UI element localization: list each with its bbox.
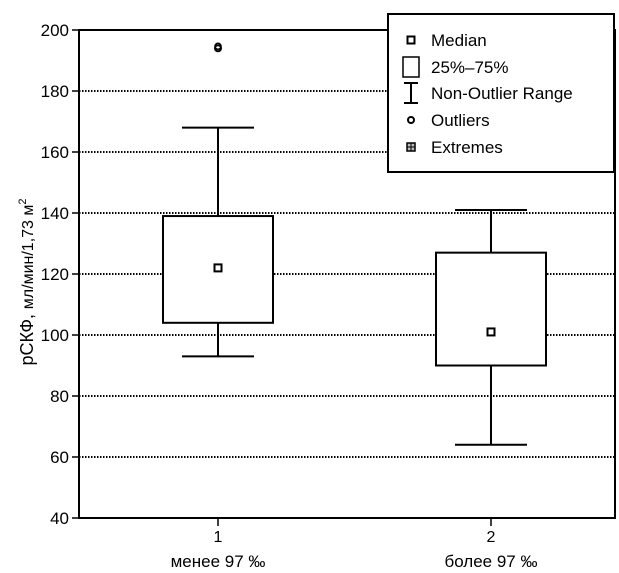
legend-outlier-icon: [407, 116, 415, 124]
y-axis: 40 60 80 100 120 140 160 180 200: [41, 21, 79, 528]
x-axis: 1 менее 97 ‰ 2 более 97 ‰: [171, 518, 538, 571]
y-tick-label: 140: [41, 204, 69, 223]
legend-box: [387, 13, 615, 173]
box-1: [162, 42, 274, 358]
median-marker: [213, 263, 223, 273]
legend-label: Median: [431, 31, 487, 50]
box-series: [162, 42, 547, 446]
legend-median-icon: [406, 35, 416, 45]
y-tick-label: 160: [41, 143, 69, 162]
y-axis-label: рСКФ, мл/мин/1,73 м2: [17, 198, 37, 365]
x-category-label: более 97 ‰: [444, 552, 537, 571]
y-axis-label-superscript: 2: [17, 198, 29, 204]
y-tick-label: 60: [50, 448, 69, 467]
outlier-point: [214, 42, 222, 51]
y-tick-label: 80: [50, 387, 69, 406]
y-tick-label: 180: [41, 82, 69, 101]
x-tick-label: 1: [214, 529, 223, 546]
y-tick-label: 200: [41, 21, 69, 40]
legend-item-extreme: Extremes: [406, 138, 503, 157]
y-axis-label-units: мл/мин/1,73 м: [20, 205, 37, 310]
legend-item-median: Median: [406, 31, 487, 50]
y-tick-label: 120: [41, 265, 69, 284]
y-axis-label-main: рСКФ,: [17, 314, 37, 366]
legend-label: 25%–75%: [431, 58, 509, 77]
grid-lines: [79, 90, 615, 458]
x-tick-label: 2: [487, 529, 496, 546]
x-category-label: менее 97 ‰: [171, 552, 266, 571]
legend-label: Outliers: [431, 111, 490, 130]
iqr-box: [435, 251, 547, 367]
legend-item-outlier: Outliers: [407, 111, 490, 130]
y-tick-label: 40: [50, 509, 69, 528]
box-2: [435, 208, 547, 446]
y-tick-label: 100: [41, 326, 69, 345]
legend-item-whisker: Non-Outlier Range: [404, 82, 573, 104]
legend-item-box: 25%–75%: [402, 56, 509, 78]
median-marker: [486, 327, 496, 337]
legend: Median 25%–75% Non-Outlier Range Outliers Ex…: [387, 13, 615, 173]
legend-label: Non-Outlier Range: [431, 84, 573, 103]
legend-label: Extremes: [431, 138, 503, 157]
legend-box-icon: [402, 56, 420, 78]
